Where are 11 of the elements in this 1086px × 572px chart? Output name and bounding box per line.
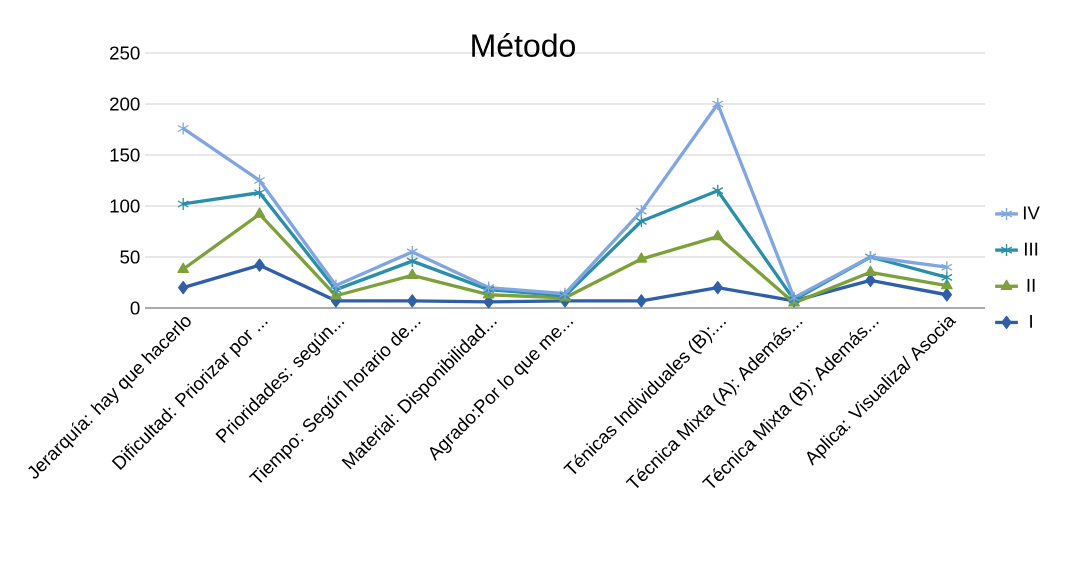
legend-label: IV [1023,206,1040,220]
y-tick-label: 0 [130,301,140,315]
legend-label: I [1030,315,1032,328]
legend-label: II [1027,278,1035,292]
y-tick-label: 250 [110,46,140,60]
y-tick-label: 200 [110,97,140,111]
legend-label: III [1024,242,1038,256]
y-tick-label: 100 [110,199,140,213]
y-tick-label: 150 [110,148,140,162]
y-tick-label: 50 [120,250,140,264]
chart-title: Método [472,33,576,57]
